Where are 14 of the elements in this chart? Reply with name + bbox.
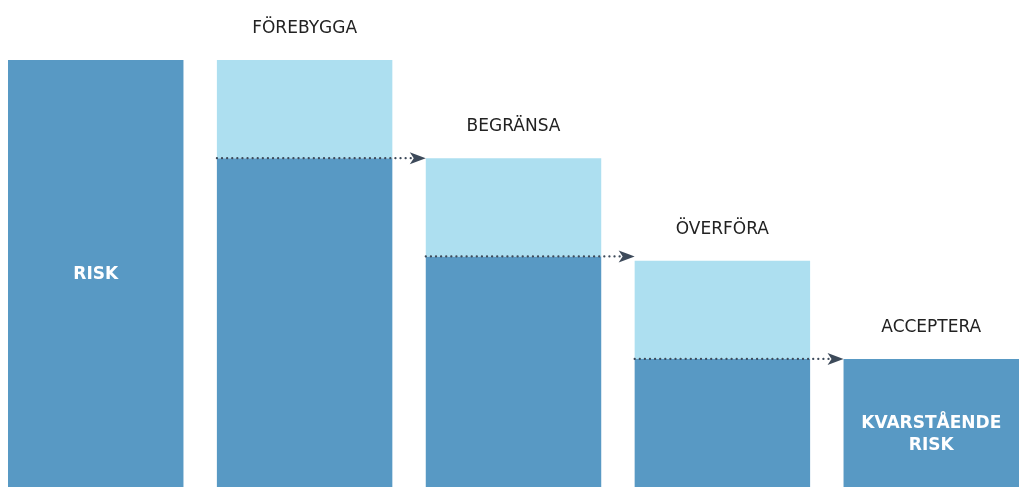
x-tick-label: ACCEPTERA	[881, 315, 982, 336]
x-tick-label: FÖREBYGGA	[252, 16, 358, 37]
x-tick-label: ÖVERFÖRA	[675, 216, 770, 238]
annotation: RISK	[73, 262, 119, 283]
bar	[216, 158, 393, 487]
x-tick-label: BEGRÄNSA	[466, 115, 561, 136]
bar	[216, 60, 393, 159]
bar	[843, 358, 1019, 487]
bar	[8, 60, 184, 487]
annotation: KVARSTÅENDE RISK	[861, 409, 1002, 454]
bar	[634, 358, 811, 487]
bar	[634, 260, 811, 359]
bar	[425, 158, 602, 257]
bar	[425, 256, 602, 487]
